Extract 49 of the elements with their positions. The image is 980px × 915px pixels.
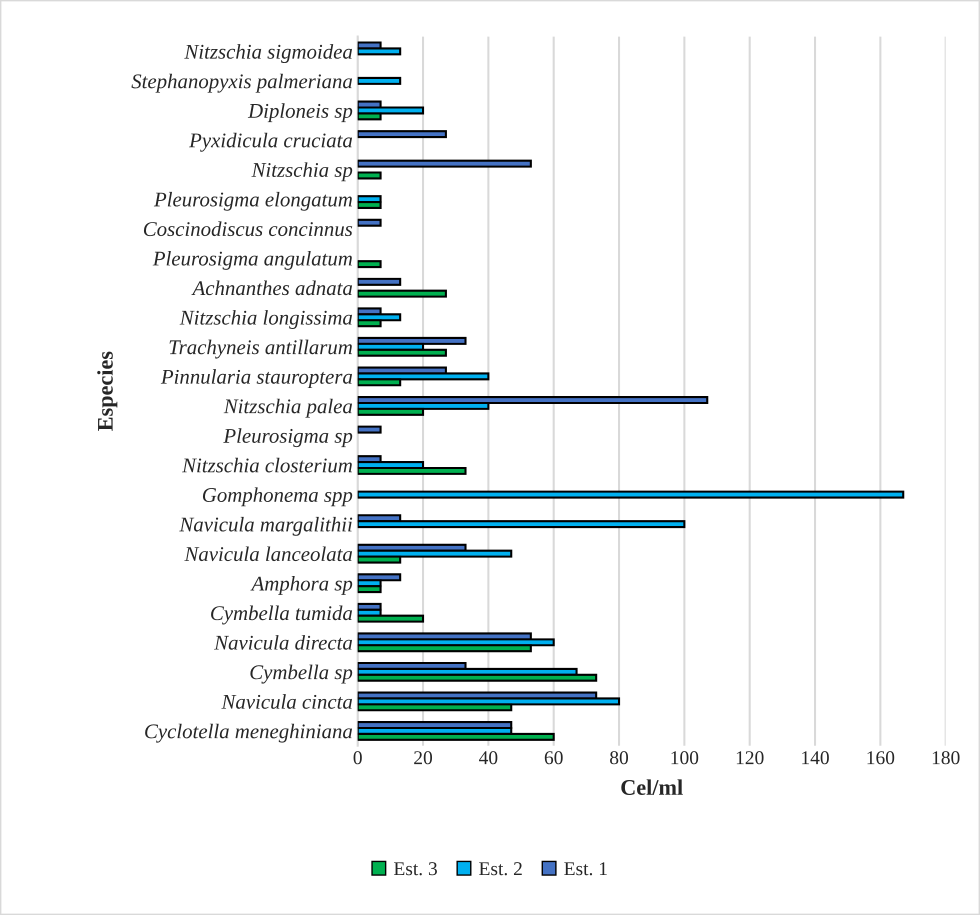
bar (358, 218, 382, 227)
y-tick-label: Nitzschia sigmoidea (184, 44, 352, 64)
legend-label: Est. 2 (479, 862, 522, 876)
y-tick-label: Pleurosigma angulatum (152, 250, 352, 270)
x-tick-label: 180 (932, 751, 960, 764)
legend-label: Est. 3 (394, 862, 437, 876)
y-tick-label: Trachyneis antillarum (170, 340, 352, 359)
y-tick-label: Achnanthes adnata (191, 280, 352, 296)
y-tick-label: Navicula cincta (221, 694, 352, 709)
y-tick-label: Nitzschia longissima (180, 310, 352, 329)
x-tick-label: 20 (414, 751, 432, 764)
y-tick-label: Stephanopyxis palmeriana (131, 74, 352, 93)
y-tick-label: Diploneis sp (248, 103, 352, 122)
x-tick-label: 100 (671, 751, 698, 764)
bar (358, 290, 447, 298)
y-axis-title: Especies (97, 352, 118, 431)
bar (358, 426, 382, 434)
x-tick-label: 40 (479, 751, 498, 764)
y-tick-label: Pyxidicula cruciata (189, 132, 352, 152)
y-tick-label: Pinnularia stauroptera (160, 369, 352, 388)
x-tick-label: 60 (544, 751, 563, 764)
bar (358, 171, 382, 180)
y-tick-label: Gomphonema spp (202, 487, 352, 506)
y-tick-label: Navicula directa (214, 635, 352, 650)
legend-label: Est. 1 (564, 862, 607, 876)
y-tick-label: Navicula margalithii (179, 516, 352, 536)
bar (358, 130, 447, 138)
y-tick-label: Cymbella sp (250, 664, 352, 684)
y-tick-label: Pleurosigma sp (223, 428, 352, 448)
bar (358, 278, 402, 286)
x-tick-label: 140 (802, 751, 829, 764)
y-tick-label: Amphora sp (250, 576, 352, 595)
y-tick-label: Coscinodiscus concinnus (144, 221, 352, 236)
bar (358, 160, 532, 168)
x-tick-label: 80 (610, 751, 628, 764)
x-axis-title: Cel/ml (621, 779, 683, 795)
y-tick-label: Nitzschia sp (251, 162, 352, 182)
y-tick-label: Nitzschia closterium (182, 458, 352, 472)
x-tick-label: 0 (354, 751, 362, 764)
y-tick-label: Nitzschia palea (224, 398, 352, 418)
bar (358, 76, 402, 85)
bar (358, 490, 904, 499)
x-tick-label: 160 (867, 751, 894, 764)
bar (358, 260, 382, 268)
x-tick-label: 120 (736, 751, 764, 764)
y-tick-label: Navicula lanceolata (184, 546, 352, 562)
y-tick-label: Cyclotella meneghiniana (145, 724, 352, 743)
y-tick-label: Cymbella tumida (211, 606, 352, 624)
y-tick-label: Pleurosigma elongatum (154, 192, 352, 211)
